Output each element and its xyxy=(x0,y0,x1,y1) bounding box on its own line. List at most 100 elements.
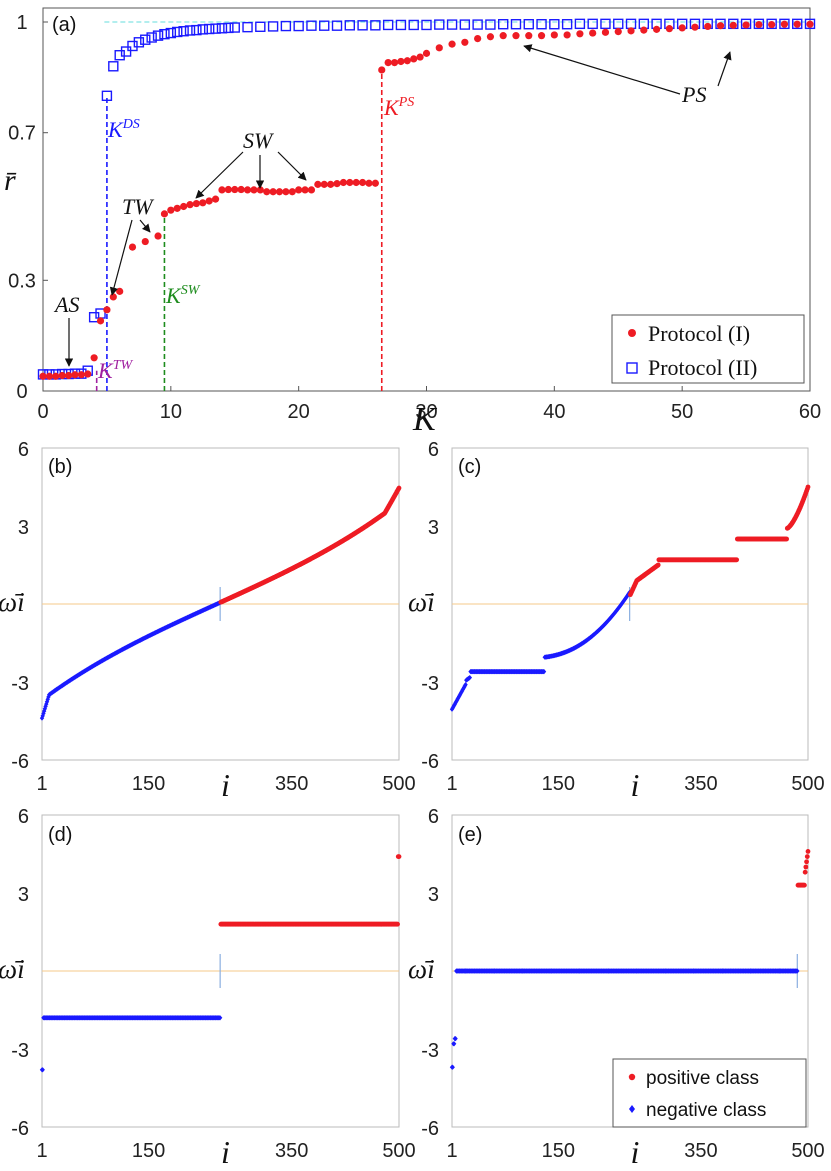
panel-e-positive-point xyxy=(804,854,810,859)
protocol-1-point xyxy=(716,22,725,30)
k-sw-label: KSW xyxy=(165,283,201,308)
panel-a-ytick-label: 1 xyxy=(16,12,27,34)
panel-b-positive-point xyxy=(396,485,402,491)
protocol-2-point xyxy=(223,22,234,34)
protocol-2-point xyxy=(210,23,221,34)
protocol-2-point xyxy=(140,34,151,45)
panel-b-ytick-label: -6 xyxy=(11,751,29,773)
protocol-2-point xyxy=(280,20,292,32)
protocol-1-point xyxy=(378,66,386,74)
protocol-1-point xyxy=(806,20,814,28)
panel-c-xtick-label: 1 xyxy=(446,773,457,795)
protocol-1-point xyxy=(96,317,105,325)
protocol-2-point xyxy=(446,19,458,30)
protocol-1-point xyxy=(205,197,213,205)
protocol-2-point xyxy=(485,19,496,30)
protocol-2-point xyxy=(255,21,266,32)
panel-c-ytick-label: -3 xyxy=(421,673,439,695)
protocol-1-point xyxy=(224,185,232,194)
panel-b-xtick-label: 350 xyxy=(275,773,308,795)
panel-e-negative-point xyxy=(453,1036,458,1042)
panel-a-ytick-label: 0.3 xyxy=(8,270,36,292)
annotation-tw-arrow-2 xyxy=(139,219,151,233)
protocol-1-point xyxy=(512,32,520,40)
protocol-1-point xyxy=(768,20,776,29)
panel-e-negative-point xyxy=(748,968,754,974)
panel-c-xlabel: i xyxy=(631,767,640,803)
panel-a-xtick-label: 60 xyxy=(799,401,821,423)
legend-label-protocol-1: Protocol (I) xyxy=(648,321,750,346)
protocol-2-point xyxy=(306,20,317,31)
legend-label-protocol-2: Protocol (II) xyxy=(648,355,757,380)
protocol-2-point xyxy=(127,40,138,52)
panel-a-xtick-label: 30 xyxy=(415,401,437,423)
panel-e-xtick-label: 350 xyxy=(684,1140,717,1162)
protocol-1-point xyxy=(327,180,335,188)
protocol-1-point xyxy=(58,371,66,380)
protocol-1-point xyxy=(486,33,495,41)
protocol-1-point xyxy=(339,178,348,187)
panel-c: 1 150 350 500 6 3 -3 -6 (c) i ω̄i xyxy=(408,439,825,803)
protocol-1-point xyxy=(275,188,284,196)
panel-e-negative-point xyxy=(606,968,611,974)
panel-d-xlabel: i xyxy=(221,1134,230,1170)
panel-b-ytick-label: 6 xyxy=(18,439,29,461)
protocol-2-point xyxy=(549,19,560,30)
annotation-tw-arrow-1 xyxy=(109,219,133,296)
protocol-2-point xyxy=(459,19,471,30)
panel-e-negative-point xyxy=(777,968,782,974)
panel-e-ytick-label: 3 xyxy=(428,884,439,906)
panel-e-xlabel: i xyxy=(631,1134,640,1170)
panel-a-xtick-label: 0 xyxy=(37,401,48,423)
protocol-1-point xyxy=(601,28,610,36)
protocol-2-point xyxy=(88,312,100,323)
panel-d-negative-point xyxy=(217,1015,223,1021)
protocol-2-point xyxy=(753,18,765,30)
protocol-1-point xyxy=(282,188,290,196)
protocol-2-point xyxy=(108,61,119,72)
protocol-2-point xyxy=(574,18,586,30)
panel-e-negative-point xyxy=(634,968,639,974)
protocol-2-point xyxy=(395,19,407,31)
panel-e-negative-point xyxy=(520,968,525,974)
panel-e-legend-box xyxy=(612,1058,807,1128)
protocol-2-point xyxy=(197,24,208,35)
protocol-1-point xyxy=(314,180,322,188)
panel-b-ytick-label: -3 xyxy=(11,673,29,695)
protocol-1-point xyxy=(167,206,175,214)
protocol-1-point xyxy=(525,32,533,40)
protocol-1-point xyxy=(474,35,482,43)
panel-d-ytick-label: -3 xyxy=(11,1040,29,1062)
protocol-2-point xyxy=(293,20,304,32)
protocol-2-point xyxy=(203,23,215,35)
panel-c-positive-point xyxy=(805,484,811,490)
protocol-1-point xyxy=(563,31,571,39)
panel-d-xtick-label: 500 xyxy=(382,1140,415,1162)
protocol-1-point xyxy=(307,186,316,194)
protocol-1-point xyxy=(237,185,245,194)
protocol-2-point xyxy=(191,24,202,36)
panel-e-negative-point xyxy=(720,968,725,974)
panel-e-positive-point xyxy=(805,849,811,854)
panel-e-negative-point xyxy=(795,968,800,974)
protocol-2-point xyxy=(561,19,573,30)
protocol-2-point xyxy=(472,19,483,30)
protocol-2-point xyxy=(357,20,368,31)
annotation-ps-arrow-2 xyxy=(717,51,732,87)
protocol-2-point xyxy=(370,20,381,31)
annotation-ps-arrow-1 xyxy=(523,44,681,95)
protocol-1-point xyxy=(537,32,546,40)
protocol-1-point xyxy=(243,186,252,194)
panel-c-xtick-label: 350 xyxy=(684,773,717,795)
protocol-1-point xyxy=(346,178,354,187)
panel-a-xtick-label: 10 xyxy=(160,401,182,423)
protocol-2-point xyxy=(600,18,611,30)
panel-c-negative-point xyxy=(541,669,547,675)
protocol-1-point xyxy=(128,243,137,251)
protocol-1-point xyxy=(90,354,98,362)
panel-c-positive-point xyxy=(655,562,661,568)
annotation-sw-arrow-1 xyxy=(195,151,244,199)
protocol-1-point xyxy=(64,371,73,380)
panel-b-negative-point xyxy=(44,699,50,705)
